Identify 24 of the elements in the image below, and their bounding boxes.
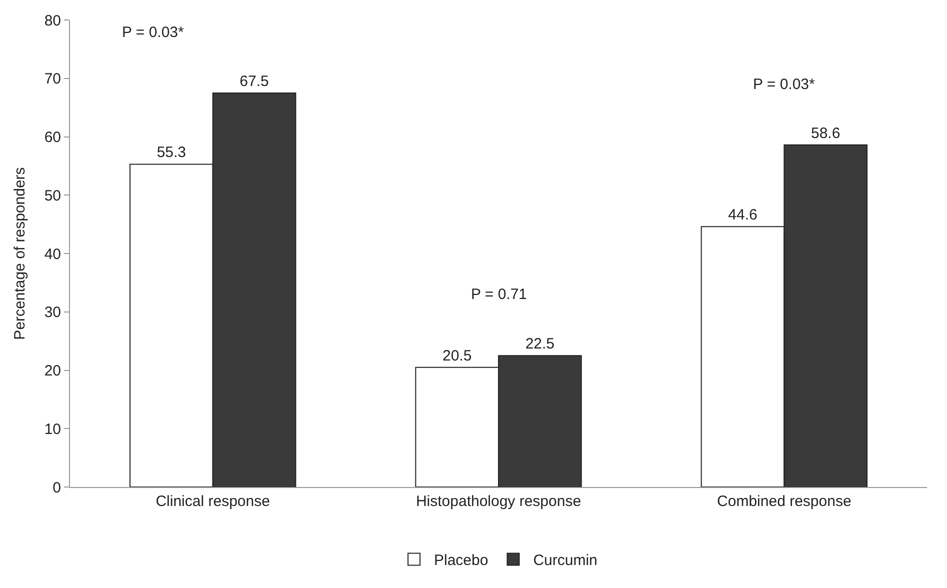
y-tick-label: 40 (44, 246, 61, 263)
y-tick-label: 30 (44, 304, 61, 322)
data-label: 20.5 (442, 347, 472, 364)
data-label: 67.5 (240, 72, 269, 90)
y-tick-label: 80 (44, 12, 61, 30)
annotation: P = 0.03* (753, 76, 816, 93)
x-tick-label: Combined response (717, 493, 852, 510)
legend-label: Curcumin (533, 552, 598, 570)
y-axis-title: Percentage of responders (12, 167, 29, 340)
y-tick-label: 20 (44, 362, 61, 380)
x-tick-label: Histopathology response (416, 493, 582, 510)
data-label: 55.3 (156, 144, 186, 162)
data-label: 44.6 (728, 206, 758, 224)
x-tick-label: Clinical response (156, 493, 270, 510)
annotation: P = 0.71 (471, 286, 528, 303)
data-label: 58.6 (810, 124, 840, 142)
y-tick-label: 60 (44, 129, 61, 146)
y-tick-label: 70 (44, 70, 61, 88)
legend-label: Placebo (434, 552, 488, 570)
data-label: 22.5 (525, 336, 555, 353)
y-tick-label: 10 (44, 420, 61, 438)
y-tick-label: 50 (44, 187, 61, 204)
annotation: P = 0.03* (122, 24, 184, 41)
y-tick-label: 0 (52, 479, 61, 496)
